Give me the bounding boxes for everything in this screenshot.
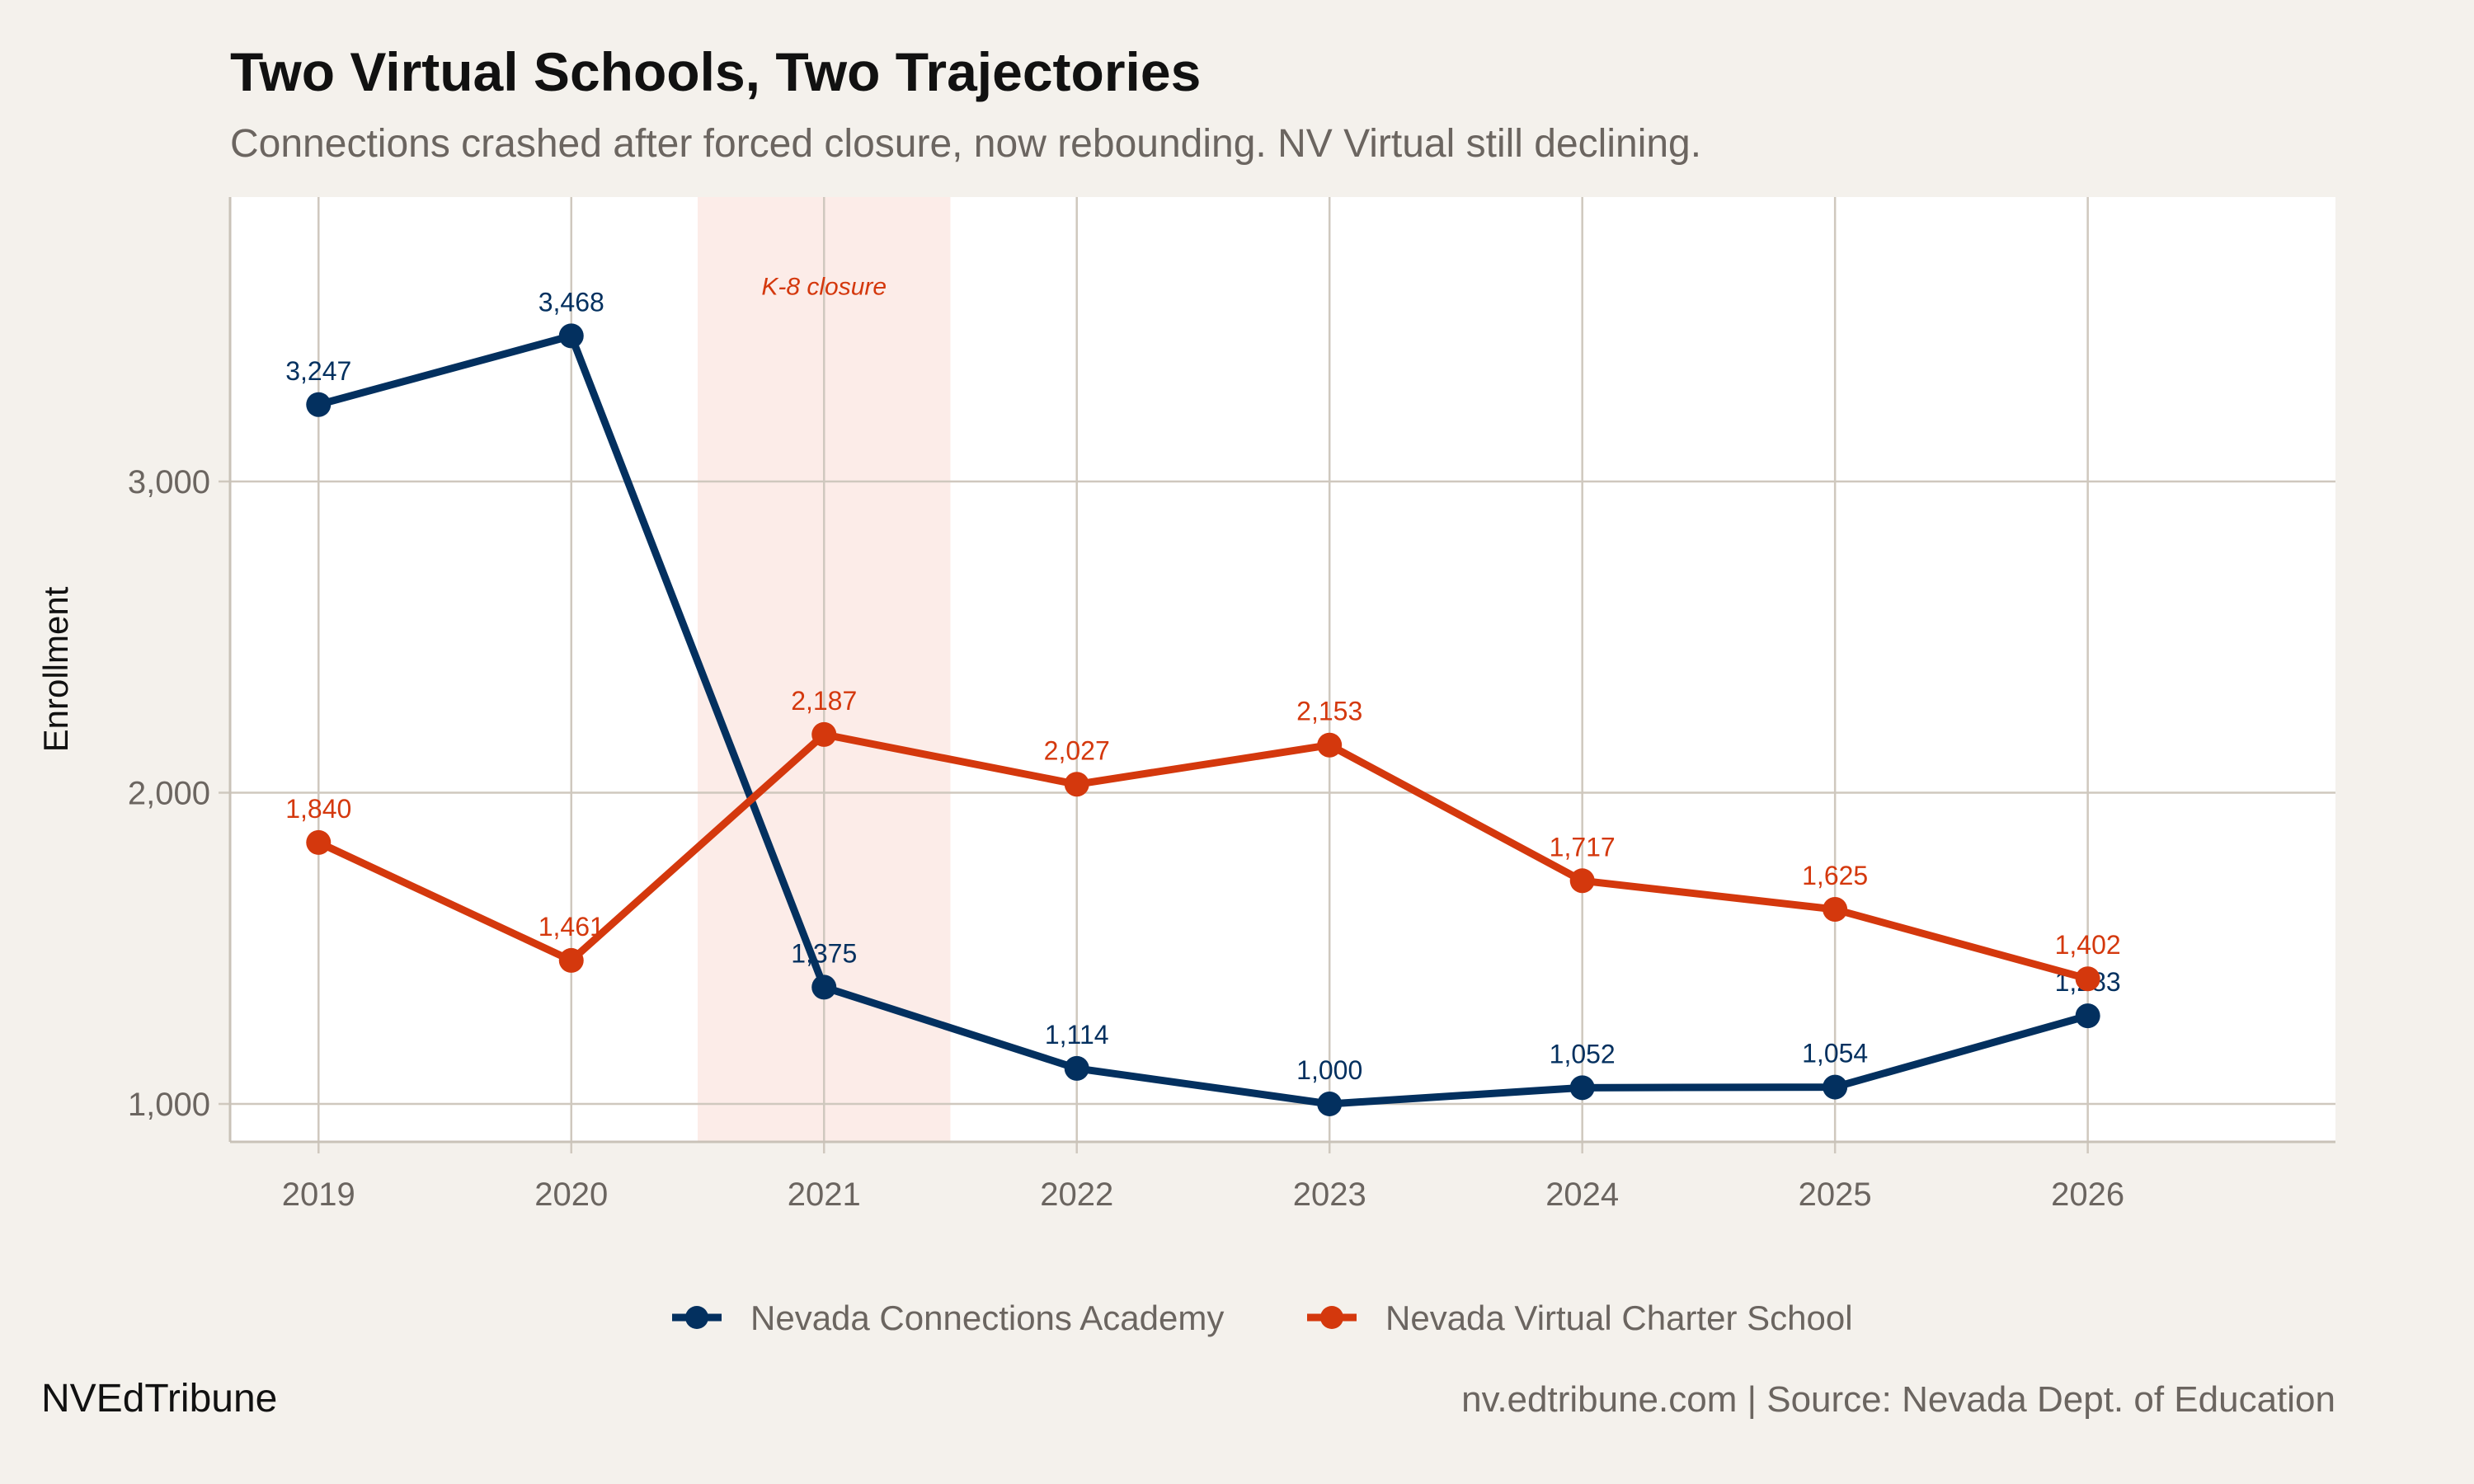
data-point — [2075, 1003, 2100, 1029]
legend: Nevada Connections Academy Nevada Virtual… — [672, 1298, 1853, 1337]
legend-swatch-point — [685, 1306, 708, 1329]
plot-panel — [230, 197, 2335, 1142]
x-tick-label: 2026 — [2051, 1176, 2124, 1213]
data-point — [558, 947, 584, 973]
series-virtual-charter: 1,840 1,461 2,187 2,027 2,153 1,717 1,625 1,402 — [285, 686, 2121, 992]
data-point — [1064, 772, 1089, 797]
x-tick-label: 2024 — [1545, 1176, 1619, 1213]
chart-subtitle: Connections crashed after forced closure… — [230, 122, 1701, 166]
y-axis-label: Enrollment — [36, 586, 75, 752]
y-tick-label: 3,000 — [128, 464, 210, 500]
footer-source: nv.edtribune.com | Source: Nevada Dept. … — [1461, 1379, 2335, 1420]
data-label: 1,114 — [1045, 1020, 1109, 1050]
data-label: 1,052 — [1550, 1039, 1616, 1068]
data-label: 1,000 — [1296, 1055, 1362, 1085]
data-point — [811, 721, 837, 747]
legend-swatch-point — [1320, 1306, 1343, 1329]
footer-brand: NVEdTribune — [41, 1377, 277, 1421]
data-point — [811, 974, 837, 1000]
x-tick-label: 2019 — [282, 1176, 355, 1213]
legend-label: Nevada Virtual Charter School — [1385, 1298, 1853, 1337]
x-tick-label: 2025 — [1799, 1176, 1872, 1213]
data-point — [306, 392, 332, 417]
data-point — [1064, 1055, 1089, 1081]
y-tick-label: 1,000 — [128, 1087, 210, 1123]
chart-title: Two Virtual Schools, Two Trajectories — [230, 41, 1201, 102]
data-label: 1,625 — [1802, 861, 1868, 890]
k8-closure-label: K-8 closure — [761, 274, 887, 301]
y-tick-label: 2,000 — [128, 775, 210, 811]
data-point — [1317, 1091, 1343, 1116]
legend-label: Nevada Connections Academy — [750, 1298, 1224, 1337]
data-point — [558, 323, 584, 349]
data-label: 1,054 — [1802, 1039, 1868, 1068]
data-label: 1,375 — [791, 938, 857, 968]
x-tick-label: 2021 — [788, 1176, 861, 1213]
series-line — [317, 730, 2089, 983]
data-label: 1,717 — [1550, 832, 1616, 862]
x-tick-label: 2023 — [1293, 1176, 1366, 1213]
data-point — [1823, 897, 1848, 923]
data-point — [1569, 868, 1595, 894]
data-label: 3,468 — [539, 287, 604, 317]
data-point — [1823, 1074, 1848, 1100]
data-label: 2,187 — [791, 686, 857, 716]
x-tick-label: 2022 — [1040, 1176, 1113, 1213]
series-line — [317, 331, 2089, 1108]
data-label: 2,027 — [1044, 735, 1110, 765]
data-label: 2,153 — [1296, 697, 1362, 726]
data-point — [1317, 732, 1343, 758]
data-point — [306, 829, 332, 855]
data-label: 1,461 — [539, 912, 604, 942]
data-label: 1,840 — [285, 794, 351, 824]
data-label: 3,247 — [285, 356, 351, 386]
data-point — [2075, 966, 2100, 992]
x-tick-label: 2020 — [534, 1176, 608, 1213]
data-point — [1569, 1075, 1595, 1101]
data-label: 1,402 — [2055, 930, 2121, 960]
